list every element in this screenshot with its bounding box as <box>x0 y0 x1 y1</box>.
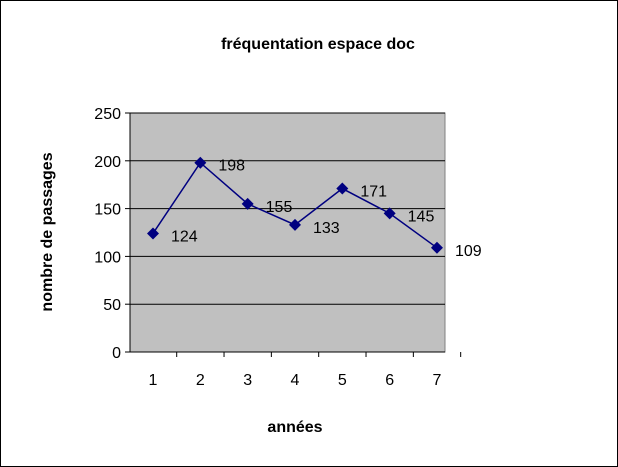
plot-area <box>129 112 446 353</box>
y-tick-label: 100 <box>94 249 121 266</box>
data-label: 198 <box>218 158 245 175</box>
data-label: 133 <box>313 220 340 237</box>
x-tick-label: 6 <box>385 372 394 389</box>
x-tick-label: 4 <box>291 372 300 389</box>
x-axis-label: années <box>267 419 322 436</box>
x-tick-label: 3 <box>243 372 252 389</box>
point-marker <box>241 197 254 210</box>
point-marker <box>147 227 159 240</box>
point-marker <box>336 182 349 195</box>
y-axis-label: nombre de passages <box>39 152 56 311</box>
y-tick-label: 250 <box>94 106 121 123</box>
point-marker <box>383 207 396 220</box>
data-label: 124 <box>171 228 198 245</box>
point-marker <box>288 218 301 231</box>
chart-title: fréquentation espace doc <box>221 36 415 53</box>
data-label: 145 <box>408 208 435 225</box>
y-tick-label: 50 <box>103 297 121 314</box>
data-label: 171 <box>360 184 387 201</box>
x-tick-label: 7 <box>433 372 442 389</box>
x-tick-label: 5 <box>338 372 347 389</box>
x-tick-label: 1 <box>149 372 158 389</box>
y-tick-label: 150 <box>94 202 121 219</box>
point-marker <box>430 241 443 254</box>
y-tick-label: 0 <box>112 345 121 362</box>
data-label: 155 <box>266 199 293 216</box>
data-label: 109 <box>455 243 482 260</box>
x-tick-label: 2 <box>196 372 205 389</box>
y-tick-label: 200 <box>94 154 121 171</box>
point-marker <box>194 156 207 169</box>
